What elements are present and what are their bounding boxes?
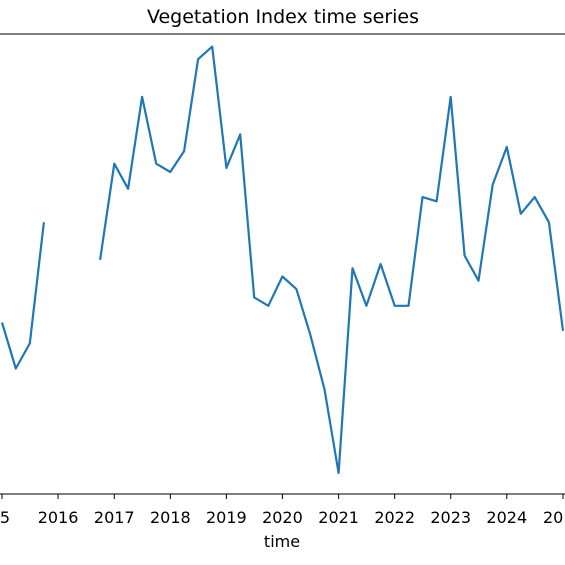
x-tick-label-2015: 5 bbox=[0, 508, 10, 527]
x-tick-label-2018: 2018 bbox=[150, 508, 191, 527]
x-tick-label-2020: 2020 bbox=[262, 508, 303, 527]
x-tick-label-2022: 2022 bbox=[374, 508, 415, 527]
x-axis-label: time bbox=[264, 532, 300, 551]
x-axis-ticks: 5 2016 2017 2018 2019 2020 2021 2022 2023 2024 20 bbox=[0, 494, 564, 527]
series-layer bbox=[0, 45, 565, 475]
chart-title: Vegetation Index time series bbox=[147, 6, 419, 28]
series-line-0 bbox=[0, 45, 565, 475]
x-tick-label-2021: 2021 bbox=[318, 508, 359, 527]
x-tick-label-2019: 2019 bbox=[206, 508, 247, 527]
x-tick-label-2023: 2023 bbox=[430, 508, 471, 527]
x-tick-label-2025: 20 bbox=[543, 508, 563, 527]
x-tick-label-2017: 2017 bbox=[94, 508, 135, 527]
x-tick-label-2024: 2024 bbox=[486, 508, 527, 527]
x-tick-label-2016: 2016 bbox=[38, 508, 79, 527]
